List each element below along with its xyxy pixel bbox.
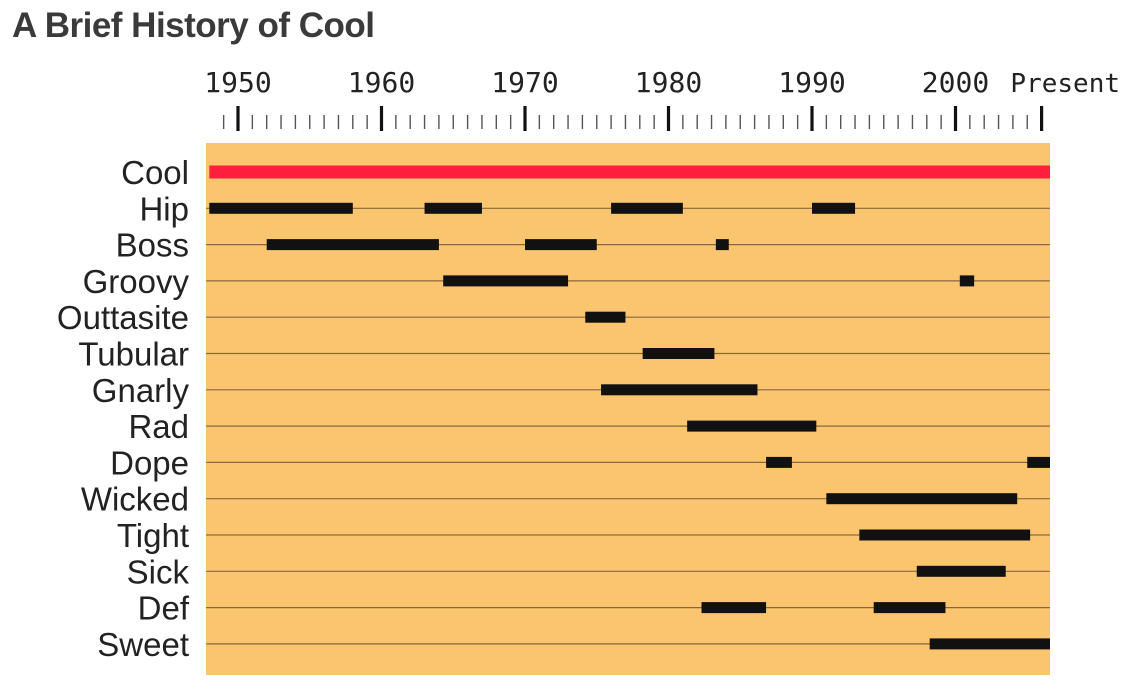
bar-rad-1 <box>687 420 817 432</box>
row-label-cool: Cool <box>121 154 189 191</box>
row-label-outtasite: Outtasite <box>57 299 189 336</box>
row-label-dope: Dope <box>110 444 189 481</box>
bar-boss-1 <box>266 239 439 251</box>
bar-hip-2 <box>424 202 482 214</box>
x-tick-label-1950: 1950 <box>204 66 271 99</box>
plot-area <box>206 143 1050 675</box>
bar-tight-1 <box>859 529 1031 541</box>
bar-sweet-1 <box>929 638 1050 650</box>
row-label-gnarly: Gnarly <box>92 372 190 409</box>
chart-title: A Brief History of Cool <box>12 6 375 45</box>
x-tick-label-present: Present <box>1010 69 1120 99</box>
bar-gnarly-1 <box>601 384 758 396</box>
row-labels: CoolHipBossGroovyOuttasiteTubularGnarlyR… <box>57 154 190 663</box>
bar-groovy-1 <box>443 275 569 287</box>
x-axis: 1950 1960 1970 1980 1990 2000 Present <box>204 66 1120 131</box>
row-label-def: Def <box>138 590 190 627</box>
row-label-sweet: Sweet <box>97 626 189 663</box>
x-tick-label-1960: 1960 <box>348 66 415 99</box>
bar-hip-4 <box>812 202 856 214</box>
row-label-tight: Tight <box>117 517 189 554</box>
plot-background <box>206 143 1050 675</box>
bar-tubular-1 <box>642 348 715 359</box>
row-label-groovy: Groovy <box>83 263 190 300</box>
bar-dope-2 <box>1027 456 1050 468</box>
bar-outtasite-1 <box>585 311 626 323</box>
bar-dope-1 <box>766 456 792 468</box>
bar-groovy-2 <box>959 275 975 287</box>
row-label-boss: Boss <box>116 227 189 264</box>
bar-wicked-1 <box>826 493 1018 505</box>
row-label-wicked: Wicked <box>81 481 189 518</box>
bar-sick-1 <box>916 565 1006 577</box>
x-tick-label-1990: 1990 <box>778 66 845 99</box>
bar-cool-1 <box>209 165 1051 179</box>
row-label-tubular: Tubular <box>78 336 189 373</box>
row-label-sick: Sick <box>127 553 190 590</box>
bar-hip-3 <box>611 202 683 214</box>
bar-hip-1 <box>209 202 353 214</box>
x-tick-label-1970: 1970 <box>491 66 558 99</box>
x-tick-label-2000: 2000 <box>922 66 989 99</box>
x-tick-label-1980: 1980 <box>635 66 702 99</box>
bar-boss-2 <box>525 239 597 251</box>
bar-boss-3 <box>715 239 729 251</box>
row-label-rad: Rad <box>128 408 189 445</box>
bars <box>209 165 1051 650</box>
bar-def-1 <box>701 602 767 614</box>
bar-def-2 <box>873 602 946 614</box>
row-label-hip: Hip <box>139 190 189 227</box>
